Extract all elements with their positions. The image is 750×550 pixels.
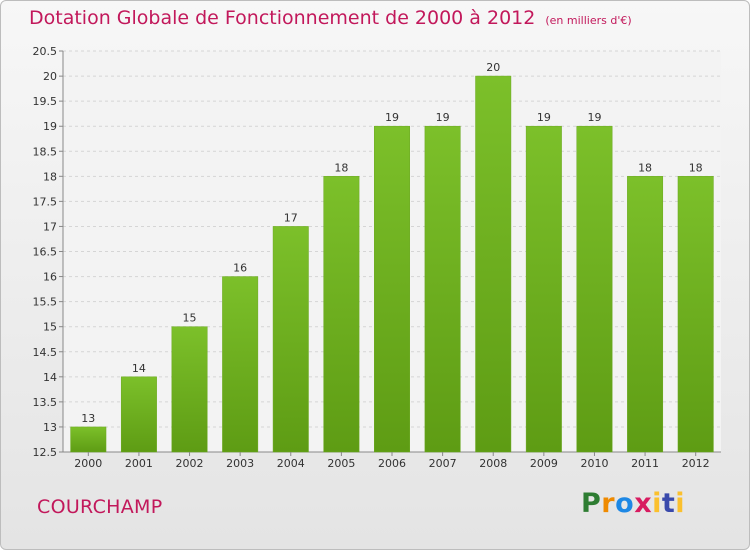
x-tick-label: 2010 [580,457,608,470]
x-tick-label: 2008 [479,457,507,470]
bar-2002 [171,326,208,453]
data-label: 18 [334,161,348,174]
y-tick-label: 17.5 [33,195,58,208]
x-tick-label: 2004 [277,457,305,470]
bar-2012 [677,176,714,453]
y-tick-label: 15.5 [33,296,58,309]
data-label: 19 [436,111,450,124]
x-tick-label: 2003 [226,457,254,470]
data-label: 19 [587,111,601,124]
y-tick-label: 18 [43,170,57,183]
bar-2000 [70,426,107,453]
y-tick-label: 17 [43,220,57,233]
y-tick-label: 13.5 [33,396,58,409]
y-tick-label: 12.5 [33,446,58,459]
chart-subtitle: (en milliers d'€) [545,14,632,27]
y-tick-label: 18.5 [33,145,58,158]
data-label: 13 [81,412,95,425]
bar-2010 [576,125,613,453]
y-tick-label: 19.5 [33,95,58,108]
bar-2001 [120,376,157,453]
data-label: 15 [183,312,197,325]
bar-2004 [272,226,309,453]
data-label: 14 [132,362,146,375]
x-tick-label: 2011 [631,457,659,470]
y-tick-label: 20 [43,70,57,83]
bar-2007 [424,125,461,453]
data-label: 17 [284,211,298,224]
y-tick-label: 20.5 [33,45,58,58]
bar-2005 [323,176,360,453]
y-tick-label: 19 [43,120,57,133]
y-tick-label: 15 [43,321,57,334]
bar-2006 [374,125,410,453]
data-label: 20 [486,61,500,74]
data-label: 18 [638,161,652,174]
chart-title-text: Dotation Globale de Fonctionnement de 20… [29,7,536,29]
x-tick-label: 2005 [327,457,355,470]
bar-2009 [525,125,562,453]
x-tick-label: 2007 [429,457,457,470]
data-label: 18 [689,161,703,174]
x-tick-label: 2009 [530,457,558,470]
y-tick-label: 16.5 [33,246,58,259]
x-tick-label: 2002 [176,457,204,470]
data-label: 19 [385,111,399,124]
x-tick-label: 2001 [125,457,153,470]
y-tick-label: 16 [43,271,57,284]
bar-2008 [475,75,512,453]
commune-name: COURCHAMP [37,496,163,518]
y-tick-label: 14 [43,371,57,384]
x-tick-label: 2000 [74,457,102,470]
data-label: 16 [233,262,247,275]
x-tick-label: 2012 [682,457,710,470]
chart-title: Dotation Globale de Fonctionnement de 20… [29,7,632,29]
y-tick-label: 13 [43,421,57,434]
data-label: 19 [537,111,551,124]
bar-2011 [627,176,664,453]
x-tick-label: 2006 [378,457,406,470]
proxiti-logo: Proxiti [581,488,686,519]
bar-2003 [222,276,259,453]
y-tick-label: 14.5 [33,346,58,359]
